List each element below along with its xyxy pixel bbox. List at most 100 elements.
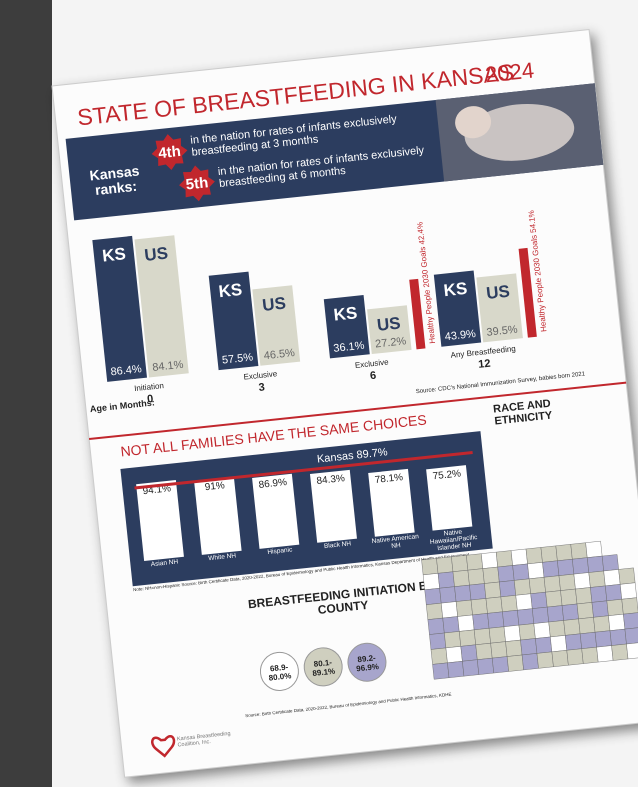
- county: [488, 612, 504, 628]
- county: [602, 555, 618, 571]
- county: [537, 652, 553, 668]
- county: [461, 645, 477, 661]
- county: [441, 602, 457, 618]
- county: [489, 627, 505, 643]
- county: [579, 617, 595, 633]
- ranks-label: Kansas ranks:: [79, 162, 152, 200]
- series-name: KS: [218, 280, 243, 301]
- county: [542, 561, 558, 577]
- county: [501, 595, 517, 611]
- county: [498, 565, 514, 581]
- county: [625, 628, 638, 644]
- county: [438, 572, 454, 588]
- county: [502, 610, 518, 626]
- county: [513, 564, 529, 580]
- county: [471, 598, 487, 614]
- year: 2024: [484, 57, 535, 87]
- county: [565, 634, 581, 650]
- county: [423, 573, 439, 589]
- county: [468, 569, 484, 585]
- county: [547, 606, 563, 622]
- county: [534, 622, 550, 638]
- series-name: KS: [443, 279, 468, 300]
- county: [541, 546, 557, 562]
- county: [526, 547, 542, 563]
- county: [594, 616, 610, 632]
- county: [608, 614, 624, 630]
- rank: 4th: [158, 143, 182, 162]
- month-label: 6: [369, 370, 376, 383]
- county: [605, 584, 621, 600]
- value-label: 91%: [204, 480, 225, 493]
- county: [567, 649, 583, 665]
- county: [620, 583, 636, 599]
- county: [574, 573, 590, 589]
- county: [517, 609, 533, 625]
- county: [597, 646, 613, 662]
- county: [590, 586, 606, 602]
- county: [491, 642, 507, 658]
- county: [561, 589, 577, 605]
- county: [577, 602, 593, 618]
- county: [595, 631, 611, 647]
- dark-strip: [0, 0, 52, 787]
- county: [626, 642, 638, 658]
- series-name: US: [143, 244, 168, 265]
- series-name: KS: [101, 244, 126, 265]
- county: [481, 552, 497, 568]
- county: [589, 571, 605, 587]
- county: [466, 554, 482, 570]
- county: [550, 635, 566, 651]
- county: [529, 577, 545, 593]
- county: [582, 647, 598, 663]
- county: [580, 632, 596, 648]
- county: [587, 556, 603, 572]
- county: [619, 568, 635, 584]
- poster: STATE OF BREASTFEEDING IN KANSAS 2024 Ka…: [52, 30, 638, 778]
- month-label: 12: [478, 358, 491, 371]
- county: [499, 580, 515, 596]
- county: [507, 655, 523, 671]
- county: [506, 640, 522, 656]
- county: [483, 567, 499, 583]
- county: [612, 644, 628, 660]
- county: [455, 585, 471, 601]
- county: [610, 629, 626, 645]
- county: [444, 631, 460, 647]
- month-label: 3: [258, 381, 265, 394]
- county: [562, 604, 578, 620]
- county: [586, 541, 602, 557]
- county: [436, 557, 452, 573]
- county: [459, 630, 475, 646]
- county: [522, 653, 538, 669]
- county: [557, 559, 573, 575]
- rank: 5th: [185, 174, 209, 193]
- county: [433, 663, 449, 679]
- county: [504, 625, 520, 641]
- county: [484, 582, 500, 598]
- county: [426, 603, 442, 619]
- county: [564, 619, 580, 635]
- county: [607, 599, 623, 615]
- series-name: US: [261, 294, 286, 315]
- county: [458, 615, 474, 631]
- county: [511, 549, 527, 565]
- county: [486, 597, 502, 613]
- county: [428, 618, 444, 634]
- county: [516, 594, 532, 610]
- county: [571, 543, 587, 559]
- county: [549, 620, 565, 636]
- scene: STATE OF BREASTFEEDING IN KANSAS 2024 Ka…: [0, 0, 638, 787]
- county: [519, 624, 535, 640]
- county: [425, 588, 441, 604]
- county: [440, 587, 456, 603]
- county: [422, 558, 438, 574]
- county: [476, 643, 492, 659]
- county: [546, 591, 562, 607]
- series-name: US: [376, 314, 401, 335]
- county: [559, 574, 575, 590]
- county: [451, 555, 467, 571]
- county: [496, 551, 512, 567]
- county: [453, 570, 469, 586]
- county: [604, 569, 620, 585]
